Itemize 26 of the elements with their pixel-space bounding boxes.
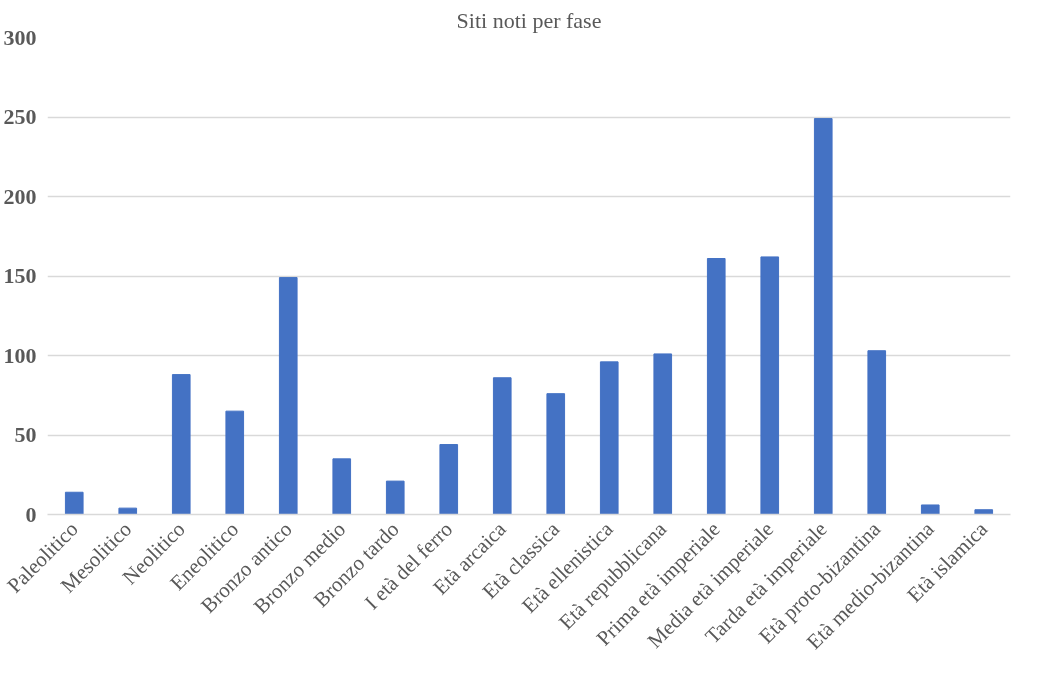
y-tick-label: 250 xyxy=(3,104,37,129)
y-tick-label: 150 xyxy=(3,263,37,288)
bar xyxy=(599,361,619,515)
bar xyxy=(332,458,352,515)
bar xyxy=(118,507,138,515)
bar xyxy=(813,118,833,515)
y-tick-label: 100 xyxy=(3,342,37,368)
bar xyxy=(439,444,459,515)
bar xyxy=(760,256,780,515)
y-tick-label: 0 xyxy=(25,501,37,527)
bar xyxy=(546,393,566,515)
bar xyxy=(64,491,84,515)
bar xyxy=(385,480,405,515)
bar xyxy=(492,377,512,515)
bar xyxy=(867,350,887,515)
bar xyxy=(171,374,191,515)
y-tick-label: 200 xyxy=(3,183,37,209)
bar xyxy=(278,277,298,515)
chart-title: Siti noti per fase xyxy=(456,7,602,33)
bar xyxy=(920,504,940,515)
y-tick-label: 50 xyxy=(14,422,37,447)
y-tick-label: 300 xyxy=(3,24,37,50)
bar xyxy=(706,258,726,515)
bar xyxy=(653,353,673,515)
bar xyxy=(974,509,994,515)
bar xyxy=(225,410,245,515)
